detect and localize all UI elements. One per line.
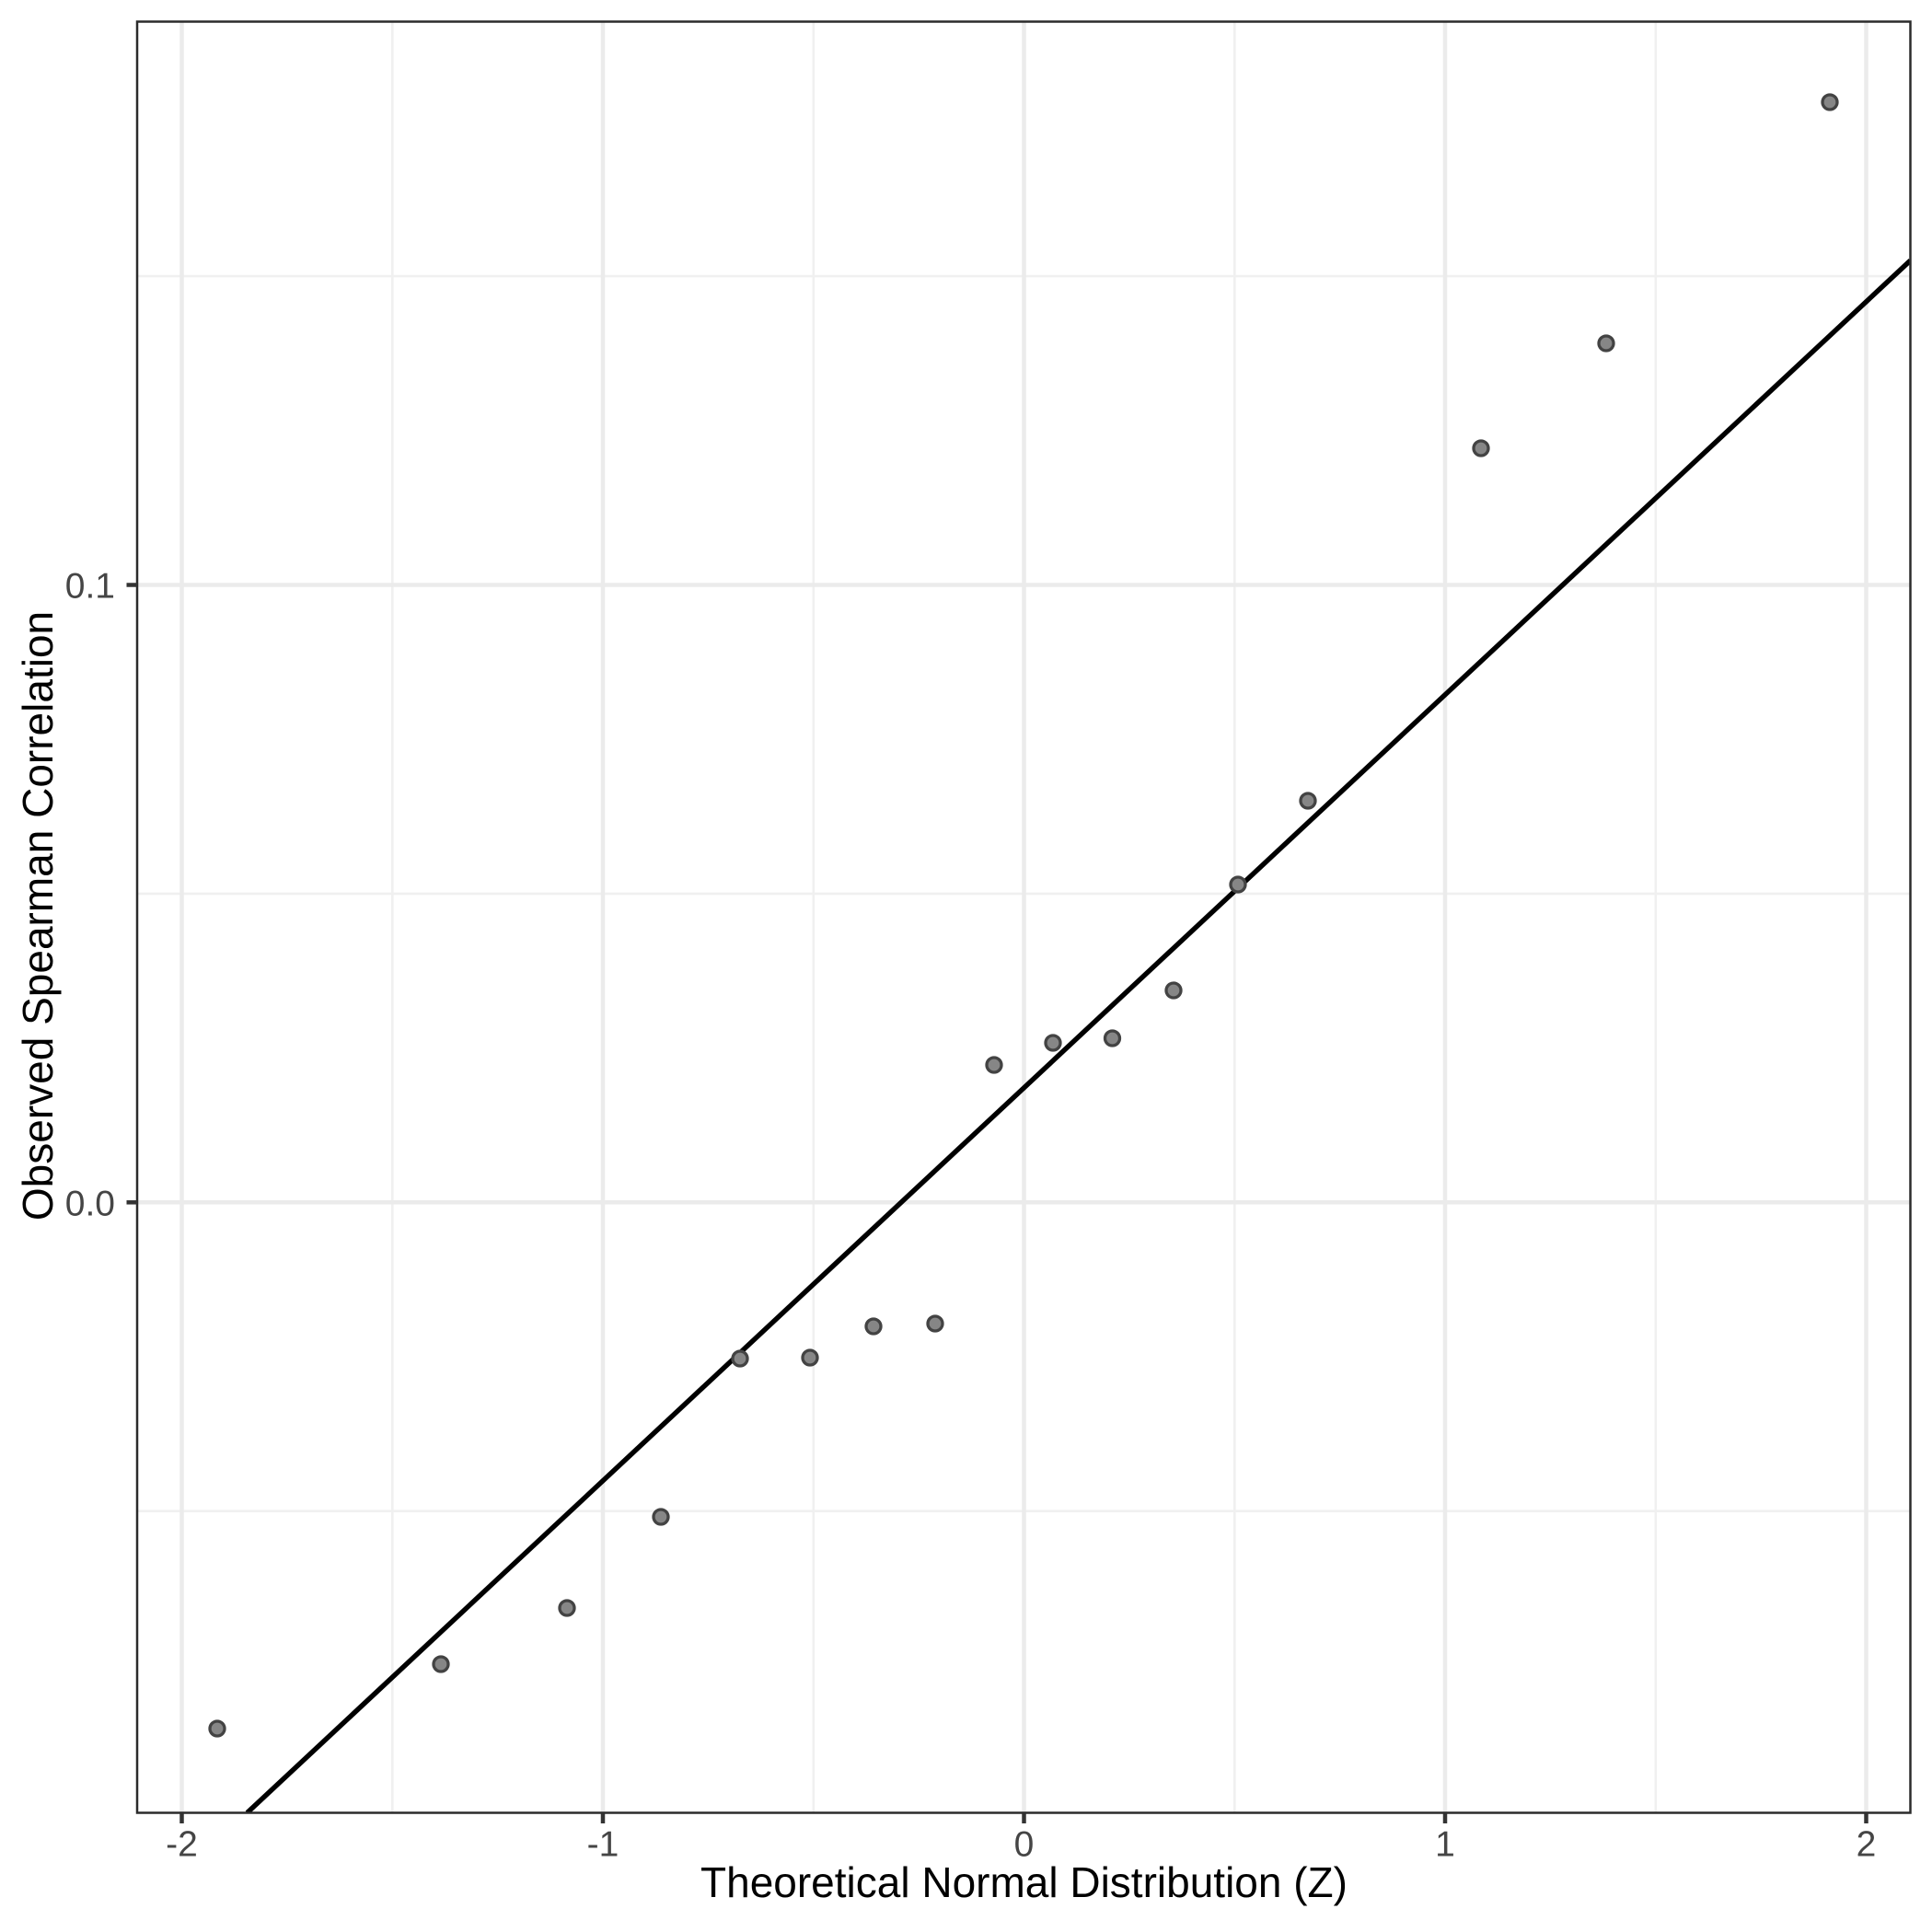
svg-text:Observed Spearman Correlation: Observed Spearman Correlation	[14, 611, 62, 1221]
svg-text:0: 0	[1014, 1825, 1035, 1865]
svg-text:1: 1	[1435, 1825, 1455, 1865]
svg-text:0.1: 0.1	[65, 567, 115, 607]
svg-text:-2: -2	[166, 1825, 198, 1865]
svg-text:2: 2	[1857, 1825, 1877, 1865]
svg-text:Theoretical Normal Distributio: Theoretical Normal Distribution (Z)	[700, 1858, 1348, 1906]
svg-text:-1: -1	[587, 1825, 619, 1865]
svg-text:0.0: 0.0	[65, 1184, 115, 1223]
